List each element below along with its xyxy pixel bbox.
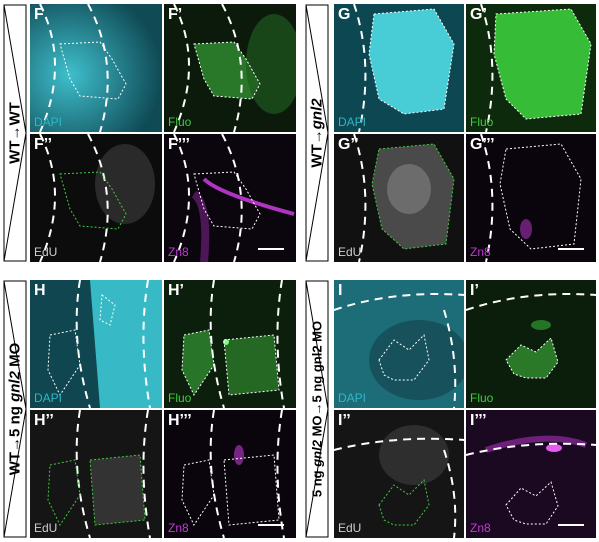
channel-label-edu: EdU: [34, 521, 58, 535]
panel-F-fluo: F’ Fluo: [164, 4, 296, 132]
channel-label-dapi: DAPI: [34, 391, 63, 405]
panel-H-dapi: H DAPI: [30, 280, 162, 408]
panel-letter: H’’: [34, 412, 54, 429]
panel-I-edu: I’’ EdU: [334, 410, 464, 538]
panel-letter: G’’’: [470, 136, 495, 153]
panel-H-zn8: H’’’ Zn8: [164, 410, 296, 538]
row-label-text: WT→5 ng gnl2 MO: [6, 342, 24, 476]
row-label-text: WT→gnl2: [308, 98, 326, 168]
channel-label-zn8: Zn8: [168, 245, 189, 259]
channel-label-fluo: Fluo: [470, 391, 494, 405]
row-label-text: WT→WT: [6, 102, 24, 164]
scale-bar: [258, 524, 284, 526]
panel-letter: F’’’: [168, 136, 190, 153]
channel-label-edu: EdU: [34, 245, 58, 259]
panel-letter: F’’: [34, 136, 53, 153]
row-label-wt-5ng-gnl2-mo: WT→5 ng gnl2 MO: [2, 280, 28, 538]
panel-letter: G: [338, 6, 351, 23]
channel-label-dapi: DAPI: [338, 115, 367, 129]
panel-letter: G’: [470, 6, 487, 23]
scale-bar: [258, 248, 284, 250]
panel-G-zn8: G’’’ Zn8: [466, 134, 596, 262]
row-label-5ng-mo-5ng-mo: 5 ng gnl2 MO→5 ng gnl2 MO: [304, 280, 330, 538]
panel-I-dapi: I DAPI: [334, 280, 464, 408]
panel-letter: H’: [168, 282, 184, 299]
panel-letter: I: [338, 282, 343, 299]
panel-I-fluo: I’ Fluo: [466, 280, 596, 408]
channel-label-dapi: DAPI: [34, 115, 63, 129]
panel-F-dapi: F DAPI: [30, 4, 162, 132]
scale-bar: [558, 524, 584, 526]
panel-letter: H’’’: [168, 412, 192, 429]
panel-letter: F: [34, 6, 44, 23]
row-label-text: 5 ng gnl2 MO→5 ng gnl2 MO: [309, 320, 325, 498]
panel-letter: I’: [470, 282, 479, 299]
row-label-wt-gnl2: WT→gnl2: [304, 4, 330, 262]
panel-F-zn8: F’’’ Zn8: [164, 134, 296, 262]
panel-I-zn8: I’’’ Zn8: [466, 410, 596, 538]
panel-letter: G’’: [338, 136, 359, 153]
channel-label-dapi: DAPI: [338, 391, 367, 405]
channel-label-edu: EdU: [338, 245, 362, 259]
panel-G-fluo: G’ Fluo: [466, 4, 596, 132]
panel-letter: I’’’: [470, 412, 487, 429]
panel-G-edu: G’’ EdU: [334, 134, 464, 262]
panel-H-fluo: H’ Fluo: [164, 280, 296, 408]
panel-G-dapi: G DAPI: [334, 4, 464, 132]
channel-label-fluo: Fluo: [168, 391, 192, 405]
panel-letter: H: [34, 282, 46, 299]
channel-label-zn8: Zn8: [470, 521, 491, 535]
channel-label-fluo: Fluo: [470, 115, 494, 129]
channel-label-edu: EdU: [338, 521, 362, 535]
panel-F-edu: F’’ EdU: [30, 134, 162, 262]
scale-bar: [558, 248, 584, 250]
channel-label-zn8: Zn8: [168, 521, 189, 535]
channel-label-fluo: Fluo: [168, 115, 192, 129]
panel-letter: F’: [168, 6, 183, 23]
row-label-wt-wt: WT→WT: [2, 4, 28, 262]
panel-letter: I’’: [338, 412, 351, 429]
panel-H-edu: H’’ EdU: [30, 410, 162, 538]
channel-label-zn8: Zn8: [470, 245, 491, 259]
